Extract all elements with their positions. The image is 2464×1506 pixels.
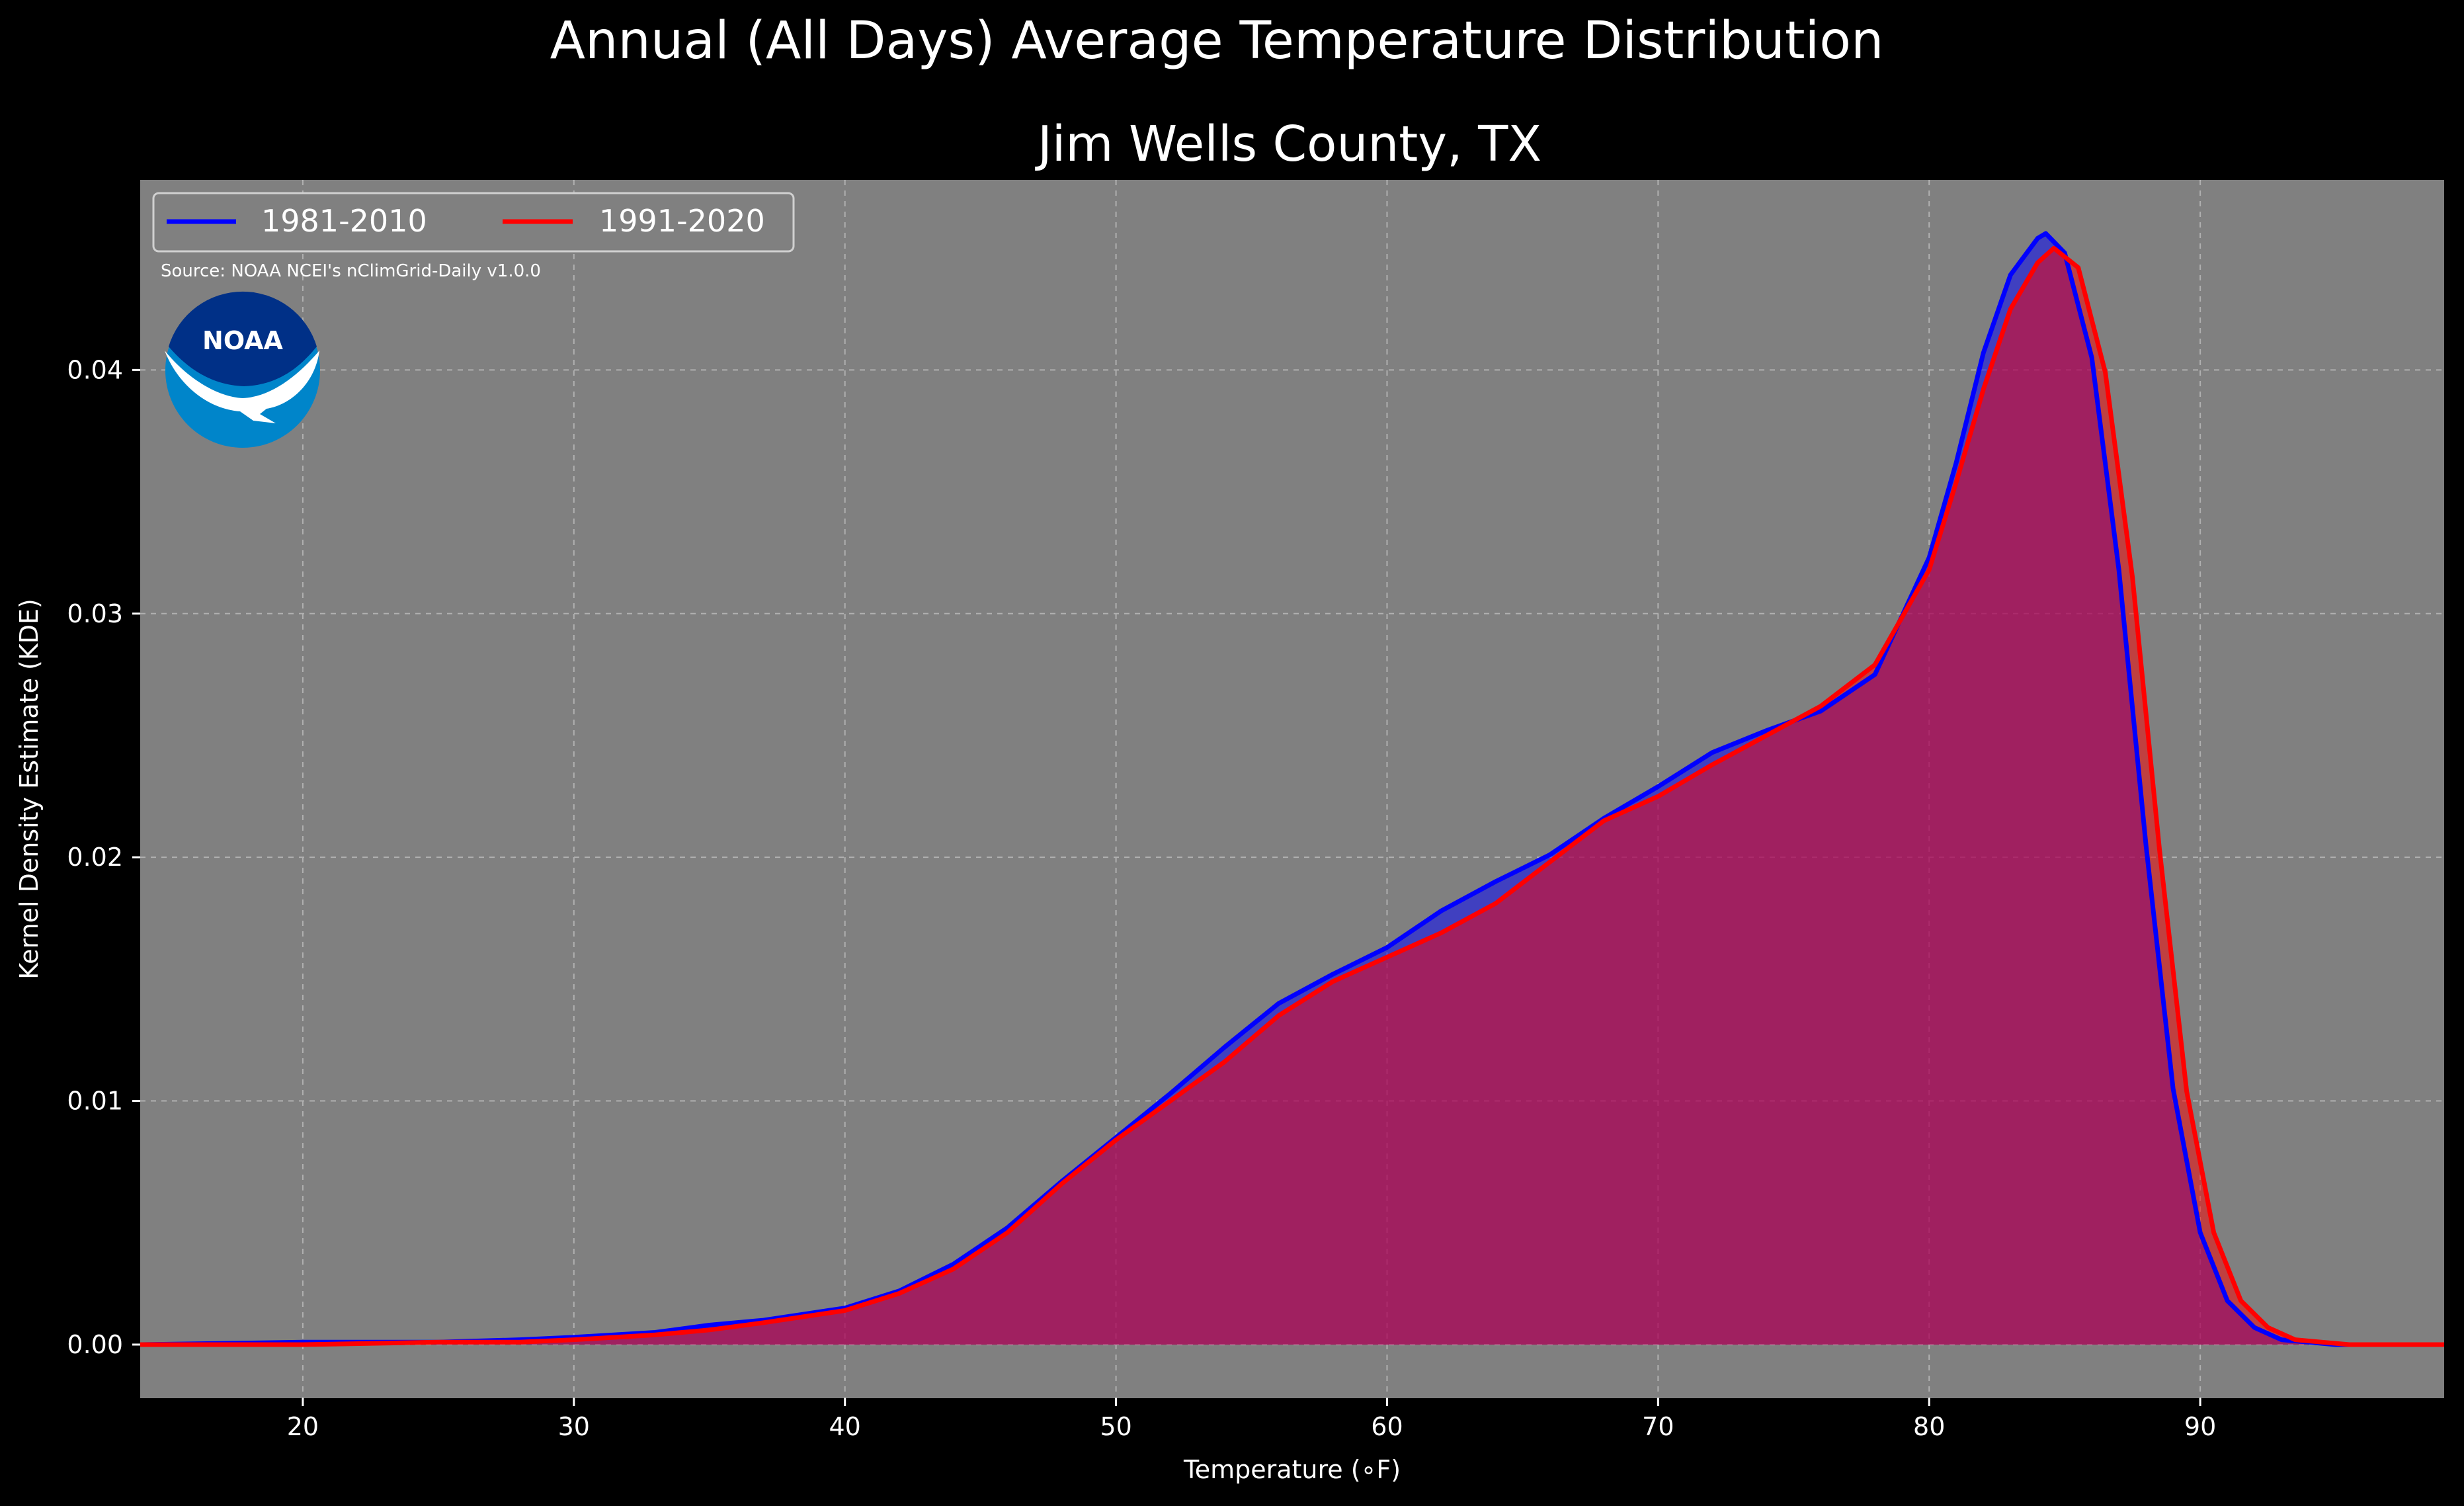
x-tick-label: 20 bbox=[287, 1412, 319, 1441]
legend-label-1991-2020: 1991-2020 bbox=[599, 203, 765, 239]
x-tick-label: 60 bbox=[1371, 1412, 1403, 1441]
series-layer bbox=[140, 231, 2444, 1347]
y-tick-label: 0.01 bbox=[67, 1087, 123, 1116]
x-axis-label: Temperature (∘F) bbox=[1183, 1455, 1401, 1484]
legend: 1981-2010 1991-2020 bbox=[152, 192, 795, 253]
seagull-icon bbox=[165, 351, 319, 423]
chart-suptitle: Annual (All Days) Average Temperature Di… bbox=[550, 11, 1884, 71]
y-tick-label: 0.00 bbox=[67, 1330, 123, 1359]
legend-label-1981-2010: 1981-2010 bbox=[261, 203, 427, 239]
series-line-1981-2010 bbox=[140, 231, 2444, 1347]
x-tick-label: 80 bbox=[1913, 1412, 1945, 1441]
legend-box bbox=[152, 192, 795, 253]
series-area-1991-2020 bbox=[140, 248, 2444, 1345]
series-line-1991-2020 bbox=[140, 245, 2444, 1347]
noaa-logo-sky bbox=[169, 291, 317, 386]
noaa-logo-text: NOAA bbox=[202, 326, 283, 355]
y-tick-label: 0.02 bbox=[67, 843, 123, 872]
x-tick-label: 30 bbox=[558, 1412, 590, 1441]
y-tick-label: 0.03 bbox=[67, 599, 123, 628]
y-axis-label: Kernel Density Estimate (KDE) bbox=[15, 599, 44, 980]
x-tick-label: 40 bbox=[829, 1412, 861, 1441]
axes: 20 30 40 50 60 70 80 90 0.00 0.01 0.02 0.03 0.04 bbox=[67, 355, 2216, 1441]
x-tick-label: 50 bbox=[1100, 1412, 1131, 1441]
x-tick-label: 90 bbox=[2184, 1412, 2216, 1441]
source-note: Source: NOAA NCEI's nClimGrid-Daily v1.0… bbox=[161, 261, 541, 281]
y-tick-label: 0.04 bbox=[67, 355, 123, 384]
noaa-logo: NOAA bbox=[165, 291, 320, 448]
chart-title: Jim Wells County, TX bbox=[1035, 116, 1541, 173]
x-tick-label: 70 bbox=[1642, 1412, 1674, 1441]
